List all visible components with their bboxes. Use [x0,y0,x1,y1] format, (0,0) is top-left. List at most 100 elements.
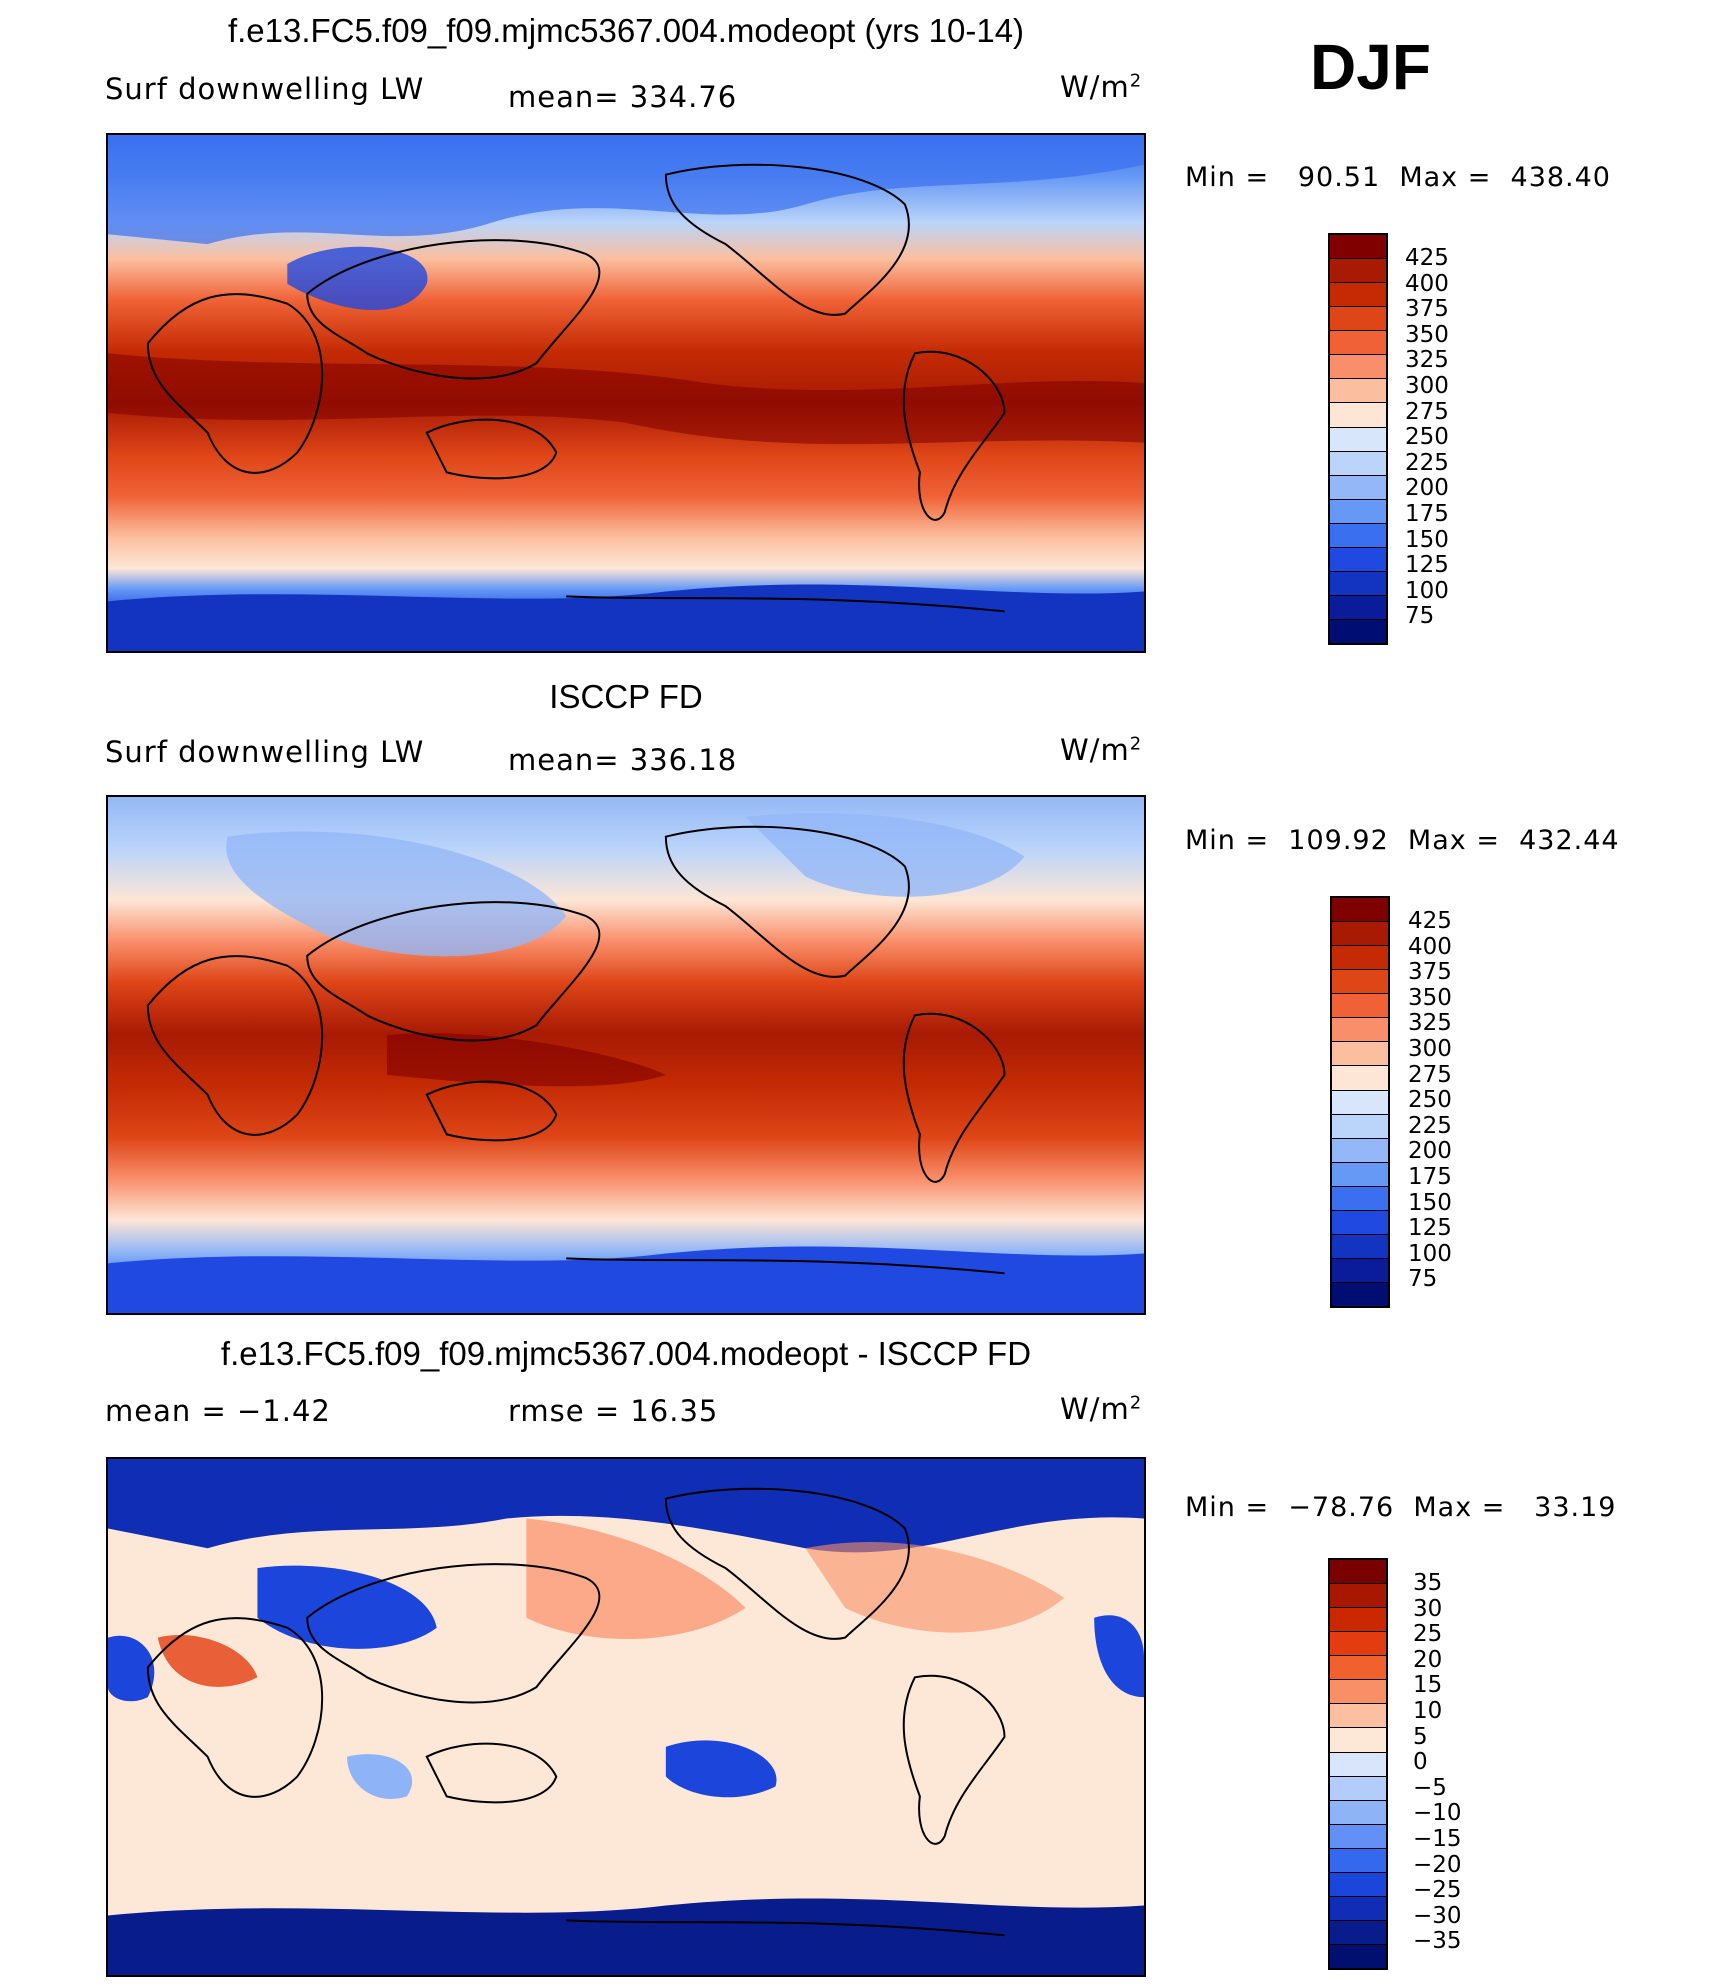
colorbar-swatch [1330,1896,1386,1921]
colorbar-swatch [1332,1066,1388,1091]
panel2-map-svg [108,797,1144,1313]
panel3-mean-label: mean = −1.42 [105,1394,331,1428]
colorbar-swatch [1330,427,1386,452]
panel3-colorbar-ticks: 35 30 25 20 15 10 5 0 −5 −10 −15 −20 −25 −30 −35 [1413,1570,1462,1955]
colorbar-swatch [1330,1680,1386,1705]
panel1-map-svg [108,135,1144,651]
colorbar-tick-label: 30 [1413,1595,1443,1622]
panel1-colorbar-ticks: 425 400 375 350 325 300 275 250 225 200 175 150 125 1… [1405,245,1449,630]
panel3-map-svg [108,1459,1144,1975]
colorbar-swatch [1332,946,1388,971]
panel3-minmax: Min = −78.76 Max = 33.19 [1185,1492,1617,1523]
colorbar-swatch [1330,259,1386,284]
panel3-colorbar [1328,1558,1388,1970]
colorbar-swatch [1330,1632,1386,1657]
colorbar-tick-label: −5 [1413,1774,1447,1801]
colorbar-swatch [1330,1824,1386,1849]
colorbar-swatch [1332,1234,1388,1259]
colorbar-tick-label: 100 [1405,577,1449,604]
colorbar-tick-label: −20 [1413,1851,1462,1878]
colorbar-swatch [1330,283,1386,308]
colorbar-swatch [1332,1283,1388,1307]
colorbar-tick-label: 35 [1413,1570,1443,1596]
colorbar-tick-label: 425 [1408,908,1452,934]
panel3-title: f.e13.FC5.f09_f09.mjmc5367.004.modeopt -… [220,1335,1032,1372]
colorbar-tick-label: 175 [1405,500,1449,527]
colorbar-tick-label: 5 [1413,1723,1428,1750]
panel2-colorbar [1330,896,1390,1308]
colorbar-tick-label: 15 [1413,1672,1443,1699]
colorbar-swatch [1332,1162,1388,1187]
colorbar-tick-label: 225 [1405,449,1449,476]
colorbar-tick-label: 300 [1405,372,1449,399]
colorbar-tick-label: 425 [1405,245,1449,271]
colorbar-tick-label: 375 [1405,296,1449,323]
colorbar-swatch [1330,499,1386,524]
colorbar-tick-label: 125 [1405,552,1449,579]
colorbar-tick-label: 275 [1405,398,1449,425]
colorbar-tick-label: 150 [1408,1189,1452,1216]
colorbar-tick-label: 275 [1408,1061,1452,1088]
panel3-unit: W/m2 [1060,1392,1143,1426]
colorbar-swatch [1332,1114,1388,1139]
panel1-field-label: Surf downwelling LW [105,72,425,106]
colorbar-swatch [1330,355,1386,380]
colorbar-swatch [1330,1752,1386,1777]
colorbar-swatch [1330,1776,1386,1801]
colorbar-tick-label: 20 [1413,1646,1443,1673]
panel1-title: f.e13.FC5.f09_f09.mjmc5367.004.modeopt (… [227,12,1025,49]
colorbar-tick-label: 400 [1405,270,1449,297]
colorbar-swatch [1330,331,1386,356]
colorbar-swatch [1332,1042,1388,1067]
colorbar-swatch [1330,1704,1386,1729]
panel2-minmax: Min = 109.92 Max = 432.44 [1185,825,1620,856]
colorbar-tick-label: 75 [1405,603,1435,630]
colorbar-swatch [1332,1090,1388,1115]
panel2-unit: W/m2 [1060,733,1143,767]
panel3-map [106,1457,1146,1977]
colorbar-tick-label: 175 [1408,1163,1452,1190]
colorbar-swatch [1330,1656,1386,1681]
panel1-minmax: Min = 90.51 Max = 438.40 [1185,162,1611,193]
season-label: DJF [1310,31,1431,103]
colorbar-swatch [1330,571,1386,596]
colorbar-tick-label: 250 [1408,1087,1452,1114]
colorbar-swatch [1332,970,1388,995]
colorbar-tick-label: 125 [1408,1215,1452,1242]
colorbar-swatch [1332,922,1388,947]
colorbar-tick-label: 200 [1405,475,1449,502]
colorbar-tick-label: 325 [1408,1010,1452,1037]
colorbar-swatch [1330,1945,1386,1969]
colorbar-swatch [1330,523,1386,548]
colorbar-swatch [1332,1018,1388,1043]
panel1-unit: W/m2 [1060,70,1143,104]
colorbar-swatch [1330,1584,1386,1609]
colorbar-swatch [1332,1258,1388,1283]
colorbar-tick-label: −30 [1413,1902,1462,1929]
colorbar-tick-label: 350 [1408,984,1452,1011]
panel3-rmse-label: rmse = 16.35 [508,1394,719,1428]
colorbar-tick-label: 0 [1413,1749,1428,1776]
colorbar-swatch [1330,307,1386,332]
colorbar-swatch [1330,451,1386,476]
colorbar-swatch [1332,1210,1388,1235]
colorbar-tick-label: 200 [1408,1138,1452,1165]
colorbar-tick-label: 75 [1408,1266,1438,1293]
colorbar-swatch [1330,595,1386,620]
colorbar-swatch [1332,1138,1388,1163]
colorbar-swatch [1330,475,1386,500]
colorbar-swatch [1330,547,1386,572]
panel1-mean-label: mean= 334.76 [508,80,738,114]
colorbar-tick-label: 350 [1405,321,1449,348]
colorbar-swatch [1330,403,1386,428]
panel2-colorbar-ticks: 425 400 375 350 325 300 275 250 225 200 175 150 125 1… [1408,908,1452,1293]
colorbar-tick-label: 100 [1408,1240,1452,1267]
colorbar-tick-label: 250 [1405,424,1449,451]
colorbar-tick-label: −35 [1413,1928,1462,1955]
colorbar-tick-label: 225 [1408,1112,1452,1139]
panel1-map [106,133,1146,653]
panel2-field-label: Surf downwelling LW [105,735,425,769]
colorbar-swatch [1330,1848,1386,1873]
colorbar-tick-label: 10 [1413,1697,1443,1724]
colorbar-swatch [1330,620,1386,644]
